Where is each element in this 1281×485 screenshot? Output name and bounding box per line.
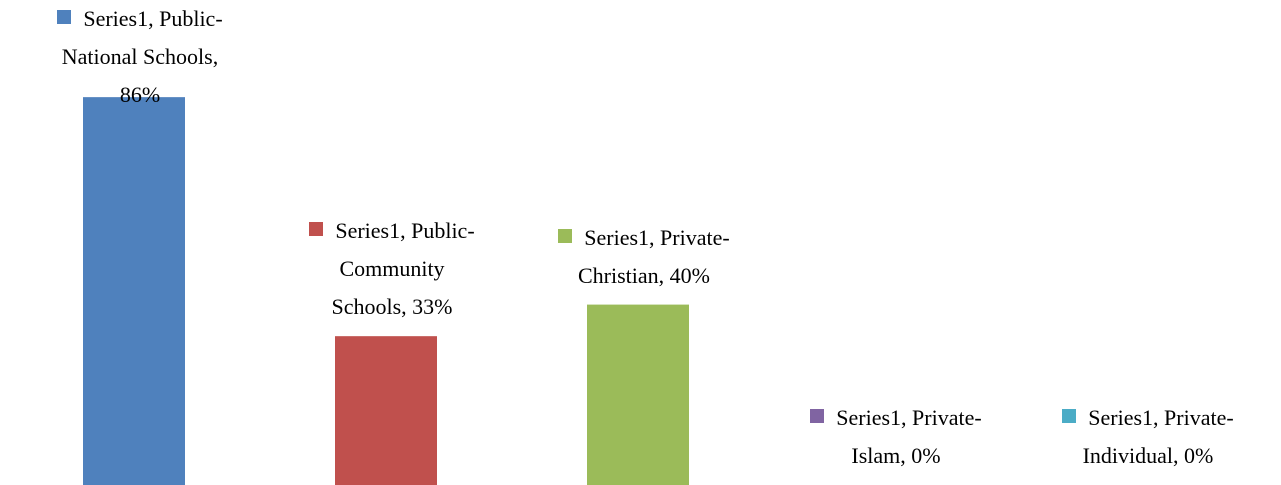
data-label-box: Series1, Private-Islam, 0%	[796, 399, 996, 475]
legend-key	[57, 10, 72, 24]
data-label-box: Series1, Public-National Schools, 86%	[40, 0, 240, 114]
bar	[335, 336, 437, 485]
bar	[587, 304, 689, 485]
data-label-box: Series1, Private-Individual, 0%	[1043, 399, 1253, 475]
legend-key	[558, 228, 573, 243]
data-label-box: Series1, Public-Community Schools, 33%	[305, 212, 480, 326]
data-label: Series1, Private-Christian, 40%	[578, 224, 730, 288]
data-label: Series1, Public-National Schools, 86%	[61, 6, 223, 107]
legend-key	[810, 409, 825, 423]
legend-key	[309, 222, 324, 237]
data-label: Series1, Public-Community Schools, 33%	[331, 218, 475, 320]
legend-key	[1062, 409, 1077, 423]
data-label: Series1, Private-Islam, 0%	[836, 405, 982, 468]
data-label-box: Series1, Private-Christian, 40%	[544, 219, 744, 295]
bar	[83, 97, 185, 485]
data-label: Series1, Private-Individual, 0%	[1082, 405, 1234, 468]
